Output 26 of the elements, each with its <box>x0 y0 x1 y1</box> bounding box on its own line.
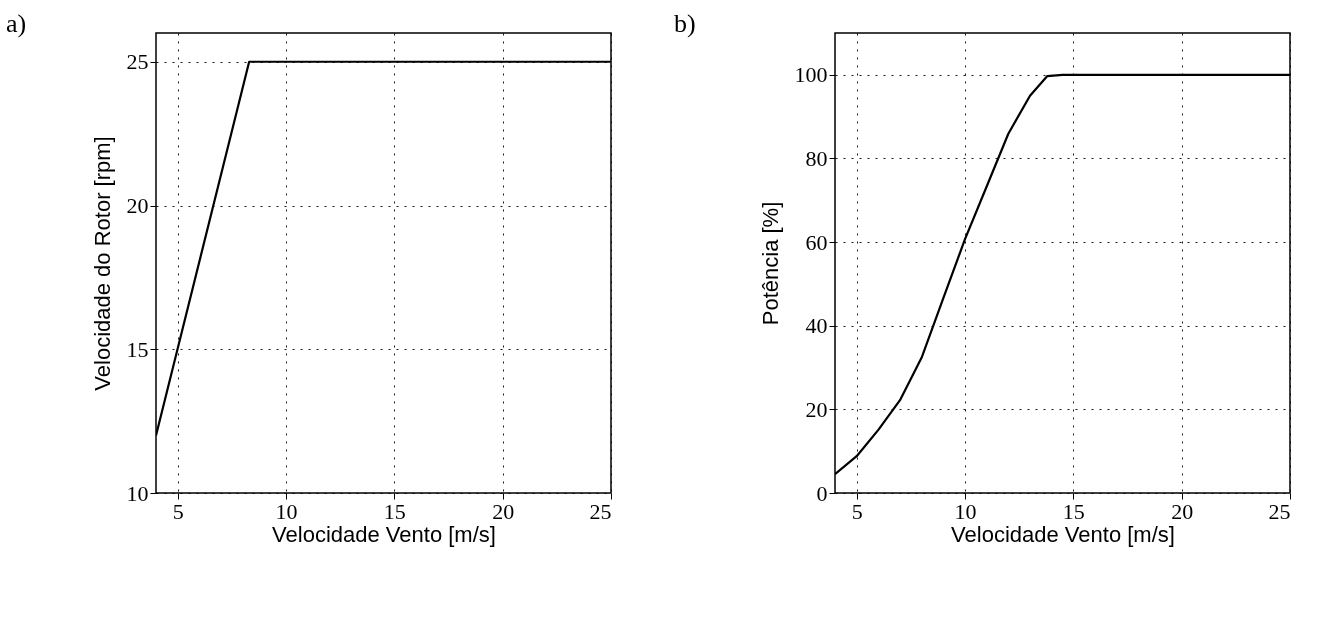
y-axis-title: Velocidade do Rotor [rpm] <box>89 136 115 391</box>
x-tick-label: 15 <box>383 498 406 524</box>
y-tick-label: 20 <box>126 193 149 218</box>
y-tick-label: 20 <box>805 396 828 422</box>
chart-title: a) <box>6 9 27 38</box>
y-tick-label: 80 <box>805 145 828 171</box>
x-tick-label: 25 <box>589 498 612 524</box>
x-axis-title: Velocidade Vento [m/s] <box>272 521 496 547</box>
y-tick-label: 40 <box>805 313 828 339</box>
x-tick-label: 25 <box>1268 498 1291 524</box>
y-tick-label: 25 <box>126 49 149 75</box>
x-tick-label: 15 <box>1062 498 1085 524</box>
y-tick-label: 100 <box>794 62 828 88</box>
x-tick-label: 5 <box>172 498 184 524</box>
x-tick-label: 5 <box>851 498 863 524</box>
y-tick-label: 60 <box>805 229 828 255</box>
x-tick-label: 20 <box>1171 498 1194 524</box>
x-tick-label: 10 <box>275 498 298 524</box>
chart-title: b) <box>674 9 696 38</box>
y-tick-label: 15 <box>126 336 149 362</box>
y-axis-title: Potência [%] <box>757 201 783 326</box>
y-tick-label: 10 <box>126 480 149 506</box>
y-tick-label: 0 <box>816 480 828 506</box>
x-tick-label: 20 <box>492 498 515 524</box>
x-tick-label: 10 <box>954 498 977 524</box>
x-axis-title: Velocidade Vento [m/s] <box>951 521 1175 547</box>
